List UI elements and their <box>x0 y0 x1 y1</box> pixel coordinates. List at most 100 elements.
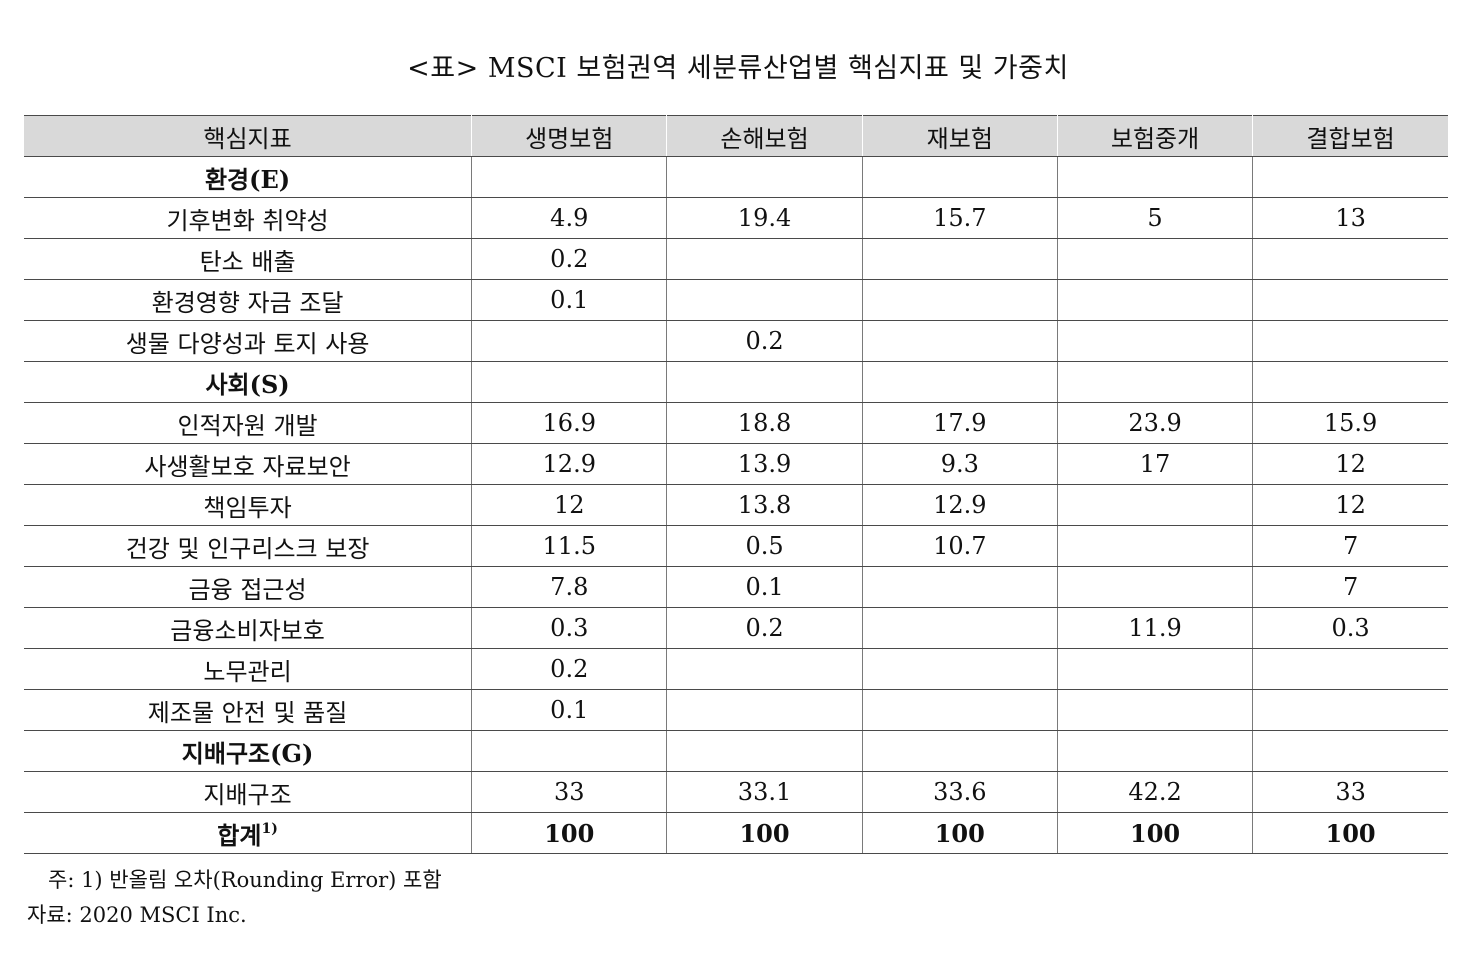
weight-cell: 0.1 <box>471 279 668 321</box>
weight-cell <box>1056 730 1254 772</box>
weight-cell <box>471 320 668 362</box>
table-row: 금융소비자보호 0.3 0.2 11.9 0.3 <box>24 607 1448 649</box>
footnote: 주: 1) 반올림 오차(Rounding Error) 포함 <box>48 868 442 892</box>
source-note: 자료: 2020 MSCI Inc. <box>27 903 247 927</box>
weight-cell: 33.1 <box>666 771 863 813</box>
weight-cell: 11.5 <box>471 525 668 567</box>
weight-cell <box>471 730 668 772</box>
weight-cell <box>861 648 1058 690</box>
section-label: 지배구조(G) <box>24 730 473 772</box>
indicator-label: 건강 및 인구리스크 보장 <box>24 525 473 567</box>
weight-cell <box>1056 361 1254 403</box>
weight-cell: 7.8 <box>471 566 668 608</box>
weight-cell: 7 <box>1252 525 1448 567</box>
indicator-label: 금융소비자보호 <box>24 607 473 649</box>
weight-cell <box>1056 525 1254 567</box>
total-cell: 100 <box>471 812 668 854</box>
table-row: 환경영향 자금 조달 0.1 <box>24 279 1448 321</box>
section-row: 환경(E) <box>24 156 1448 198</box>
weight-cell <box>666 689 863 731</box>
weight-cell: 33 <box>1252 771 1448 813</box>
header-multiline-insurance: 결합보험 <box>1252 115 1448 157</box>
weight-cell: 9.3 <box>861 443 1058 485</box>
indicator-label: 제조물 안전 및 품질 <box>24 689 473 731</box>
section-label: 사회(S) <box>24 361 473 403</box>
weight-cell: 0.2 <box>666 320 863 362</box>
indicator-label: 지배구조 <box>24 771 473 813</box>
weight-cell <box>1252 156 1448 198</box>
table-row: 인적자원 개발 16.9 18.8 17.9 23.9 15.9 <box>24 402 1448 444</box>
weight-cell <box>666 361 863 403</box>
weight-cell: 0.2 <box>471 238 668 280</box>
table-row: 책임투자 12 13.8 12.9 12 <box>24 484 1448 526</box>
table-row: 생물 다양성과 토지 사용 0.2 <box>24 320 1448 362</box>
weight-cell: 12 <box>1252 443 1448 485</box>
weight-cell <box>1056 689 1254 731</box>
indicator-label: 사생활보호 자료보안 <box>24 443 473 485</box>
weight-cell <box>471 156 668 198</box>
weight-cell: 0.3 <box>1252 607 1448 649</box>
weight-cell: 12 <box>1252 484 1448 526</box>
table-title: <표> MSCI 보험권역 세분류산업별 핵심지표 및 가중치 <box>407 53 1069 84</box>
weight-cell <box>861 279 1058 321</box>
weight-cell <box>1252 689 1448 731</box>
indicator-label: 인적자원 개발 <box>24 402 473 444</box>
section-label: 환경(E) <box>24 156 473 198</box>
weight-cell: 4.9 <box>471 197 668 239</box>
indicator-label: 책임투자 <box>24 484 473 526</box>
indicator-label: 기후변화 취약성 <box>24 197 473 239</box>
weight-cell <box>666 730 863 772</box>
total-cell: 100 <box>861 812 1058 854</box>
header-indicator: 핵심지표 <box>24 115 473 157</box>
indicator-weight-table: 핵심지표 생명보험 손해보험 재보험 보험중개 결합보험 환경(E) 기후변화 취… <box>24 115 1448 854</box>
weight-cell: 0.1 <box>666 566 863 608</box>
weight-cell: 12.9 <box>471 443 668 485</box>
table-row: 기후변화 취약성 4.9 19.4 15.7 5 13 <box>24 197 1448 239</box>
total-cell: 100 <box>1056 812 1254 854</box>
weight-cell <box>861 156 1058 198</box>
header-non-life-insurance: 손해보험 <box>666 115 863 157</box>
weight-cell <box>666 156 863 198</box>
weight-cell: 0.1 <box>471 689 668 731</box>
weight-cell: 13 <box>1252 197 1448 239</box>
weight-cell <box>861 238 1058 280</box>
table-row: 지배구조 33 33.1 33.6 42.2 33 <box>24 771 1448 813</box>
weight-cell <box>471 361 668 403</box>
weight-cell <box>861 320 1058 362</box>
weight-cell <box>861 566 1058 608</box>
weight-cell <box>861 361 1058 403</box>
weight-cell <box>1056 566 1254 608</box>
total-row: 합계1) 100 100 100 100 100 <box>24 812 1448 854</box>
total-label: 합계 <box>217 820 262 850</box>
table-row: 금융 접근성 7.8 0.1 7 <box>24 566 1448 608</box>
weight-cell <box>1056 484 1254 526</box>
section-row: 사회(S) <box>24 361 1448 403</box>
table-row: 제조물 안전 및 품질 0.1 <box>24 689 1448 731</box>
weight-cell: 17.9 <box>861 402 1058 444</box>
weight-cell <box>1252 320 1448 362</box>
weight-cell: 12.9 <box>861 484 1058 526</box>
weight-cell <box>1056 320 1254 362</box>
weight-cell <box>1252 730 1448 772</box>
indicator-label: 환경영향 자금 조달 <box>24 279 473 321</box>
table-row: 노무관리 0.2 <box>24 648 1448 690</box>
weight-cell: 0.3 <box>471 607 668 649</box>
table-body: 환경(E) 기후변화 취약성 4.9 19.4 15.7 5 13 탄소 배출 0.2 환경영향 … <box>24 156 1448 854</box>
weight-cell: 12 <box>471 484 668 526</box>
indicator-label: 생물 다양성과 토지 사용 <box>24 320 473 362</box>
indicator-label: 금융 접근성 <box>24 566 473 608</box>
weight-cell <box>861 730 1058 772</box>
weight-cell <box>666 238 863 280</box>
total-cell: 100 <box>666 812 863 854</box>
weight-cell <box>1252 361 1448 403</box>
total-footnote-mark: 1) <box>261 820 278 837</box>
weight-cell: 0.2 <box>471 648 668 690</box>
weight-cell: 0.5 <box>666 525 863 567</box>
weight-cell <box>1252 238 1448 280</box>
weight-cell: 13.9 <box>666 443 863 485</box>
weight-cell <box>1056 156 1254 198</box>
table-row: 탄소 배출 0.2 <box>24 238 1448 280</box>
weight-cell <box>1252 279 1448 321</box>
weight-cell <box>1056 238 1254 280</box>
weight-cell: 23.9 <box>1056 402 1254 444</box>
